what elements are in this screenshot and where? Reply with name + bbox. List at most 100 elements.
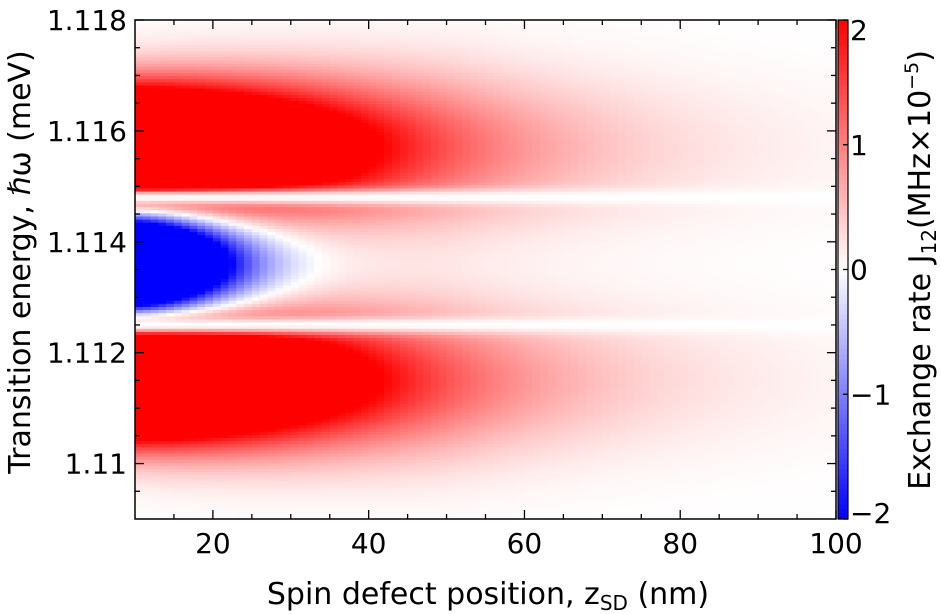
heatmap-cell bbox=[244, 275, 253, 280]
heatmap-cell bbox=[166, 210, 175, 214]
heatmap-cell bbox=[275, 85, 284, 90]
heatmap-cell bbox=[236, 238, 245, 243]
heatmap-cell bbox=[212, 51, 222, 55]
heatmap-cell bbox=[220, 51, 230, 55]
heatmap-cell bbox=[275, 397, 284, 402]
heatmap-cell bbox=[166, 412, 175, 417]
heatmap-cell bbox=[259, 216, 269, 221]
heatmap-cell bbox=[135, 478, 144, 483]
heatmap-cell bbox=[181, 141, 191, 146]
heatmap-cell bbox=[244, 300, 253, 305]
heatmap-cell bbox=[259, 378, 269, 383]
heatmap-cell bbox=[290, 44, 300, 49]
heatmap-cell bbox=[197, 456, 206, 461]
heatmap-cell bbox=[212, 157, 222, 161]
heatmap-cell bbox=[205, 91, 214, 96]
heatmap-cell bbox=[189, 459, 198, 464]
heatmap-cell bbox=[205, 253, 214, 258]
heatmap-cell bbox=[290, 166, 300, 171]
heatmap-cell bbox=[267, 132, 276, 136]
heatmap-cell bbox=[244, 450, 253, 455]
heatmap-cell bbox=[267, 219, 276, 224]
heatmap-cell bbox=[282, 344, 292, 349]
heatmap-cell bbox=[189, 63, 198, 68]
heatmap-cell bbox=[244, 94, 253, 99]
heatmap-cell bbox=[181, 406, 191, 411]
heatmap-cell bbox=[275, 369, 284, 374]
heatmap-cell bbox=[251, 441, 261, 445]
heatmap-cell bbox=[220, 166, 230, 171]
heatmap-cell bbox=[282, 334, 292, 339]
heatmap-cell bbox=[189, 366, 198, 370]
heatmap-cell bbox=[158, 425, 167, 430]
heatmap-cell bbox=[290, 213, 300, 218]
heatmap-cell bbox=[259, 113, 269, 118]
heatmap-cell bbox=[251, 35, 261, 40]
heatmap-cell bbox=[142, 222, 152, 227]
heatmap-cell bbox=[150, 191, 159, 196]
heatmap-cell bbox=[189, 388, 198, 392]
heatmap-cell bbox=[290, 235, 300, 239]
heatmap-cell bbox=[205, 63, 214, 68]
heatmap-cell bbox=[228, 97, 237, 102]
heatmap-cell bbox=[205, 60, 214, 65]
heatmap-cell bbox=[135, 509, 144, 514]
heatmap-cell bbox=[251, 253, 261, 258]
heatmap-cell bbox=[228, 469, 237, 473]
heatmap-cell bbox=[236, 157, 245, 161]
heatmap-cell bbox=[197, 434, 206, 439]
heatmap-cell bbox=[142, 316, 152, 320]
heatmap-cell bbox=[181, 138, 191, 143]
heatmap-cell bbox=[166, 512, 175, 517]
heatmap-cell bbox=[158, 97, 167, 102]
heatmap-cell bbox=[142, 481, 152, 486]
heatmap-cell bbox=[142, 328, 152, 333]
heatmap-cell bbox=[236, 213, 245, 218]
heatmap-cell bbox=[135, 269, 144, 274]
heatmap-cell bbox=[290, 253, 300, 258]
heatmap-cell bbox=[212, 419, 222, 423]
heatmap-cell bbox=[205, 66, 214, 71]
heatmap-cell bbox=[189, 281, 198, 286]
heatmap-cell bbox=[189, 88, 198, 93]
heatmap-cell bbox=[205, 179, 214, 183]
heatmap-cell bbox=[181, 113, 191, 118]
heatmap-cell bbox=[244, 406, 253, 411]
heatmap-cell bbox=[189, 257, 198, 261]
heatmap-cell bbox=[181, 372, 191, 377]
heatmap-cell bbox=[189, 369, 198, 374]
heatmap-cell bbox=[142, 207, 152, 211]
heatmap-cell bbox=[142, 334, 152, 339]
heatmap-cell bbox=[259, 509, 269, 514]
heatmap-cell bbox=[142, 515, 152, 520]
heatmap-cell bbox=[275, 235, 284, 239]
heatmap-cell bbox=[282, 132, 292, 136]
heatmap-cell bbox=[282, 425, 292, 430]
heatmap-cell bbox=[220, 107, 230, 112]
heatmap-cell bbox=[150, 44, 159, 49]
heatmap-cell bbox=[212, 484, 222, 489]
heatmap-cell bbox=[220, 32, 230, 37]
heatmap-cell bbox=[158, 179, 167, 183]
heatmap-cell bbox=[275, 487, 284, 492]
heatmap-cell bbox=[166, 69, 175, 74]
heatmap-cell bbox=[189, 166, 198, 171]
heatmap-cell bbox=[267, 57, 276, 62]
heatmap-cell bbox=[166, 94, 175, 99]
heatmap-cell bbox=[135, 250, 144, 255]
heatmap-cell bbox=[205, 306, 214, 311]
heatmap-cell bbox=[267, 294, 276, 299]
heatmap-cell bbox=[205, 356, 214, 361]
heatmap-cell bbox=[220, 191, 230, 196]
heatmap-cell bbox=[228, 412, 237, 417]
heatmap-cell bbox=[282, 166, 292, 171]
heatmap-cell bbox=[267, 266, 276, 271]
heatmap-cell bbox=[173, 163, 183, 168]
heatmap-cell bbox=[212, 310, 222, 314]
heatmap-cell bbox=[275, 509, 284, 514]
heatmap-cell bbox=[220, 322, 230, 327]
heatmap-cell bbox=[251, 73, 261, 77]
heatmap-cell bbox=[259, 29, 269, 34]
heatmap-cell bbox=[259, 63, 269, 68]
heatmap-cell bbox=[166, 107, 175, 112]
